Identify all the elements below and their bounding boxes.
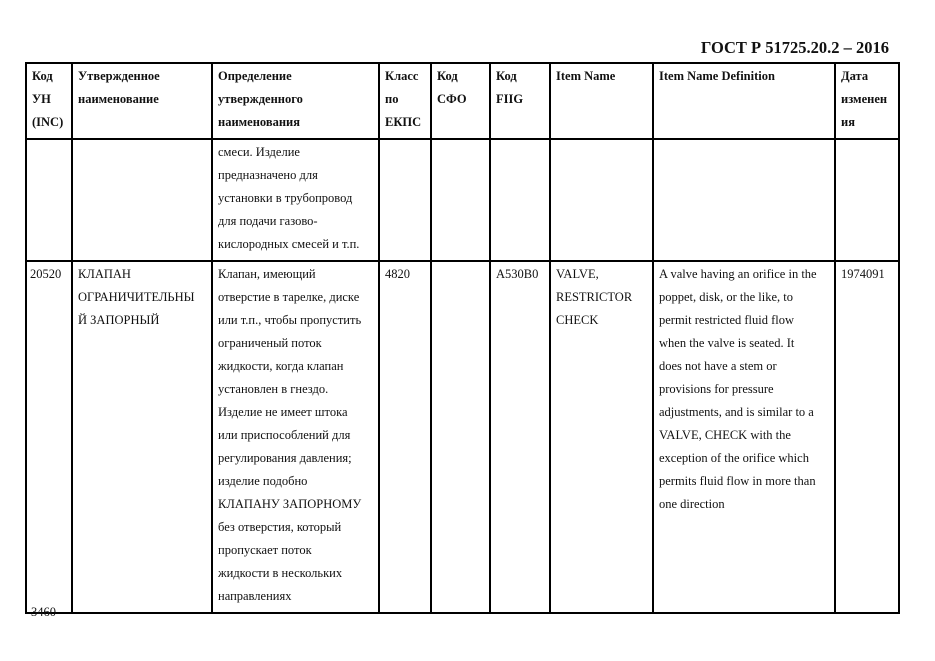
cell-approved-name: КЛАПАН ОГРАНИЧИТЕЛЬНЫ Й ЗАПОРНЫЙ: [71, 260, 213, 614]
classification-table: Код УН (INC) Утвержденное наименование О…: [25, 62, 900, 614]
cell-inc-code: [25, 138, 73, 262]
header-ekps-class: Класс по ЕКПС: [378, 62, 432, 140]
header-name-definition: Определение утвержденного наименования: [211, 62, 380, 140]
cell-fiig-code: [489, 138, 551, 262]
header-inc-code: Код УН (INC): [25, 62, 73, 140]
cell-item-name: VALVE, RESTRICTOR CHECK: [549, 260, 654, 614]
cell-sfo-code: [430, 260, 491, 614]
header-change-date: Дата изменен ия: [834, 62, 900, 140]
header-approved-name: Утвержденное наименование: [71, 62, 213, 140]
header-item-name-definition: Item Name Definition: [652, 62, 836, 140]
cell-name-definition: смеси. Изделие предназначено для установ…: [211, 138, 380, 262]
cell-change-date: [834, 138, 900, 262]
header-fiig-code: Код FIIG: [489, 62, 551, 140]
cell-inc-code: 20520: [25, 260, 73, 614]
header-item-name: Item Name: [549, 62, 654, 140]
cell-name-definition: Клапан, имеющий отверстие в тарелке, дис…: [211, 260, 380, 614]
table-row: смеси. Изделие предназначено для установ…: [25, 138, 900, 262]
page-number: 3460: [31, 605, 56, 619]
cell-item-name-definition: A valve having an orifice in the poppet,…: [652, 260, 836, 614]
cell-ekps-class: 4820: [378, 260, 432, 614]
cell-change-date: 1974091: [834, 260, 900, 614]
cell-approved-name: [71, 138, 213, 262]
cell-sfo-code: [430, 138, 491, 262]
standard-code: ГОСТ Р 51725.20.2 – 2016: [700, 38, 889, 57]
table-header-row: Код УН (INC) Утвержденное наименование О…: [25, 62, 900, 140]
table-row: 20520 КЛАПАН ОГРАНИЧИТЕЛЬНЫ Й ЗАПОРНЫЙ К…: [25, 260, 900, 614]
cell-item-name-definition: [652, 138, 836, 262]
header-sfo-code: Код СФО: [430, 62, 491, 140]
cell-item-name: [549, 138, 654, 262]
cell-fiig-code: A530B0: [489, 260, 551, 614]
cell-ekps-class: [378, 138, 432, 262]
